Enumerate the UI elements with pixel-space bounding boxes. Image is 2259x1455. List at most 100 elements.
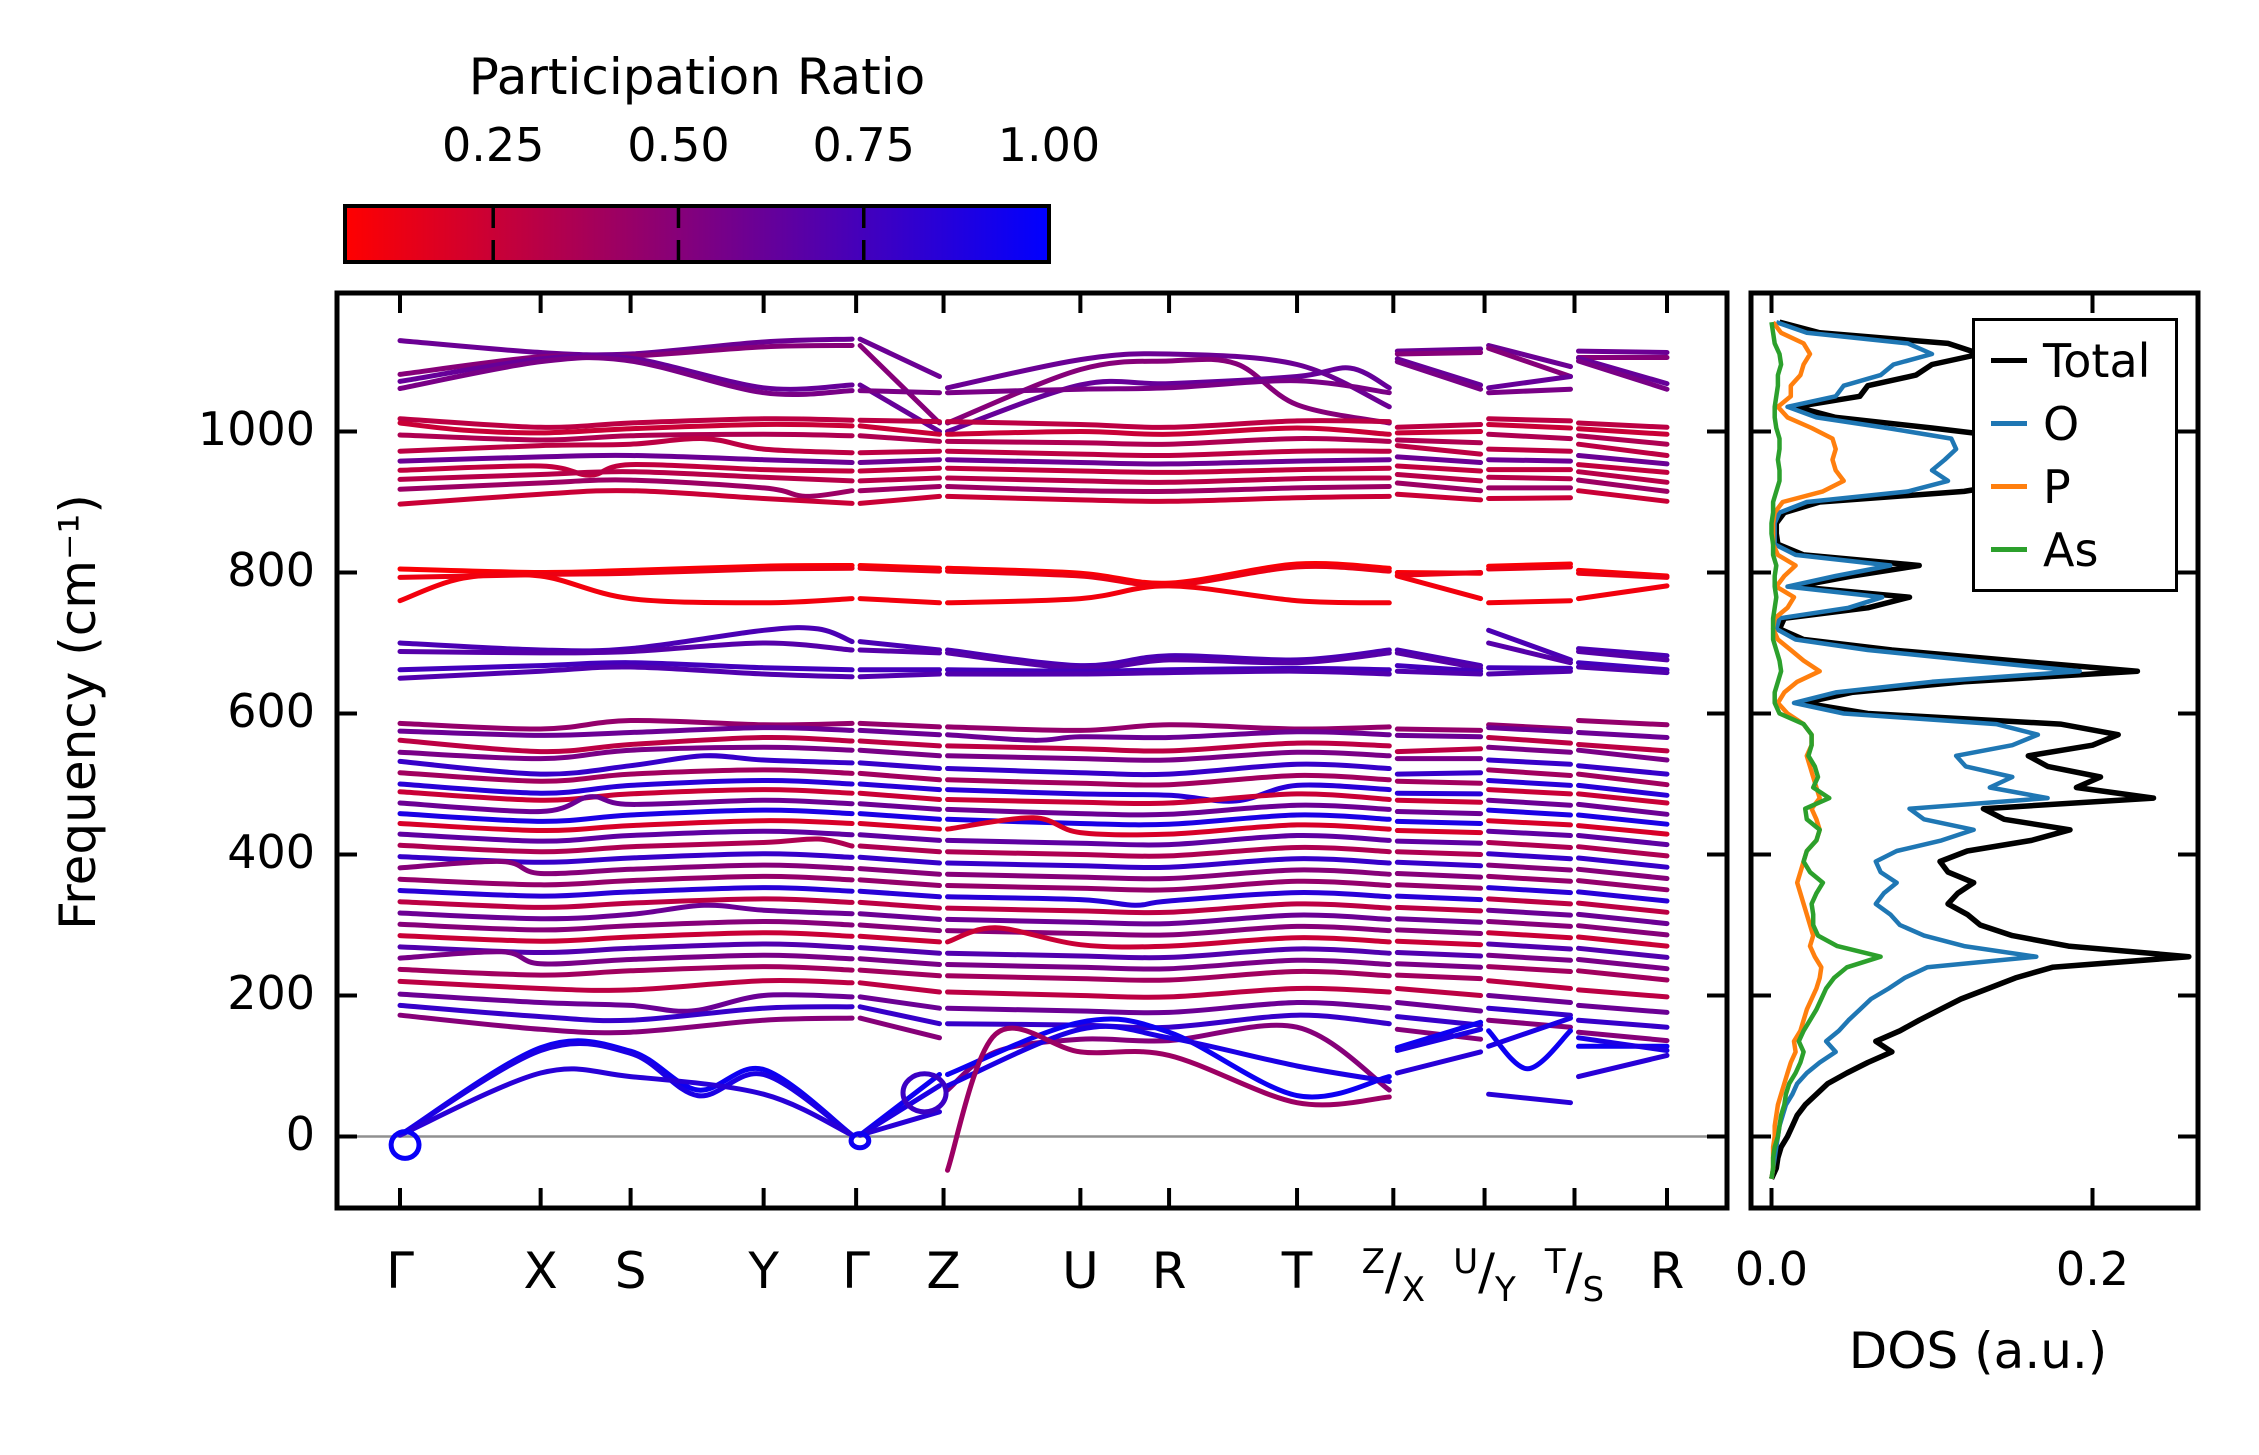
band-line-41-seg-4 bbox=[1486, 941, 1573, 952]
band-line-9-seg-0 bbox=[397, 461, 855, 478]
band-line-25-seg-3 bbox=[1394, 778, 1484, 786]
band-line-21-seg-2 bbox=[945, 729, 1392, 743]
band-line-1-seg-3 bbox=[1394, 350, 1484, 357]
legend-entry-total: Total bbox=[1991, 334, 2175, 388]
band-line-21-seg-4 bbox=[1486, 725, 1573, 735]
band-line-10-seg-0 bbox=[397, 469, 855, 484]
band-line-38-seg-2 bbox=[945, 912, 1392, 927]
band-line-26-seg-1 bbox=[857, 781, 942, 793]
band-line-2-seg-2 bbox=[945, 365, 1392, 434]
band-line-9-seg-3 bbox=[1394, 463, 1484, 474]
band-line-36-seg-4 bbox=[1486, 885, 1573, 896]
band-line-11-seg-0 bbox=[397, 477, 855, 499]
band-line-49-seg-3 bbox=[1394, 1026, 1484, 1053]
band-line-19-seg-4 bbox=[1486, 668, 1573, 677]
band-line-49-seg-4 bbox=[1486, 1015, 1573, 1049]
band-line-4-seg-5 bbox=[1576, 420, 1670, 430]
band-line-3-seg-5 bbox=[1576, 358, 1670, 392]
band-line-6-seg-2 bbox=[945, 436, 1392, 447]
y-axis-label: Frequency (cm⁻¹) bbox=[49, 494, 107, 930]
band-line-41-seg-2 bbox=[945, 946, 1392, 961]
band-line-29-seg-5 bbox=[1576, 812, 1670, 827]
band-line-42-seg-2 bbox=[945, 957, 1392, 972]
band-line-5-seg-3 bbox=[1394, 429, 1484, 436]
band-line-47-seg-5 bbox=[1576, 1029, 1670, 1044]
band-line-21-seg-1 bbox=[857, 727, 942, 738]
band-line-47-seg-1 bbox=[857, 1015, 942, 1041]
band-line-15-seg-1 bbox=[857, 596, 942, 606]
colorbar-tick-label-3: 1.00 bbox=[997, 118, 1101, 172]
band-line-16-seg-1 bbox=[857, 639, 942, 653]
band-line-25-seg-2 bbox=[945, 772, 1392, 788]
band-line-12-seg-2 bbox=[945, 493, 1392, 504]
band-line-23-seg-0 bbox=[397, 744, 855, 762]
band-line-32-seg-3 bbox=[1394, 849, 1484, 857]
band-line-27-seg-2 bbox=[945, 791, 1392, 807]
band-line-29-seg-2 bbox=[945, 812, 1392, 828]
band-line-28-seg-0 bbox=[397, 794, 855, 815]
band-line-17-seg-1 bbox=[857, 647, 942, 656]
band-line-8-seg-3 bbox=[1394, 454, 1484, 465]
band-line-15-seg-0 bbox=[397, 571, 855, 606]
band-line-1-seg-4 bbox=[1486, 345, 1573, 379]
band-line-7-seg-5 bbox=[1576, 441, 1670, 458]
band-line-35-seg-5 bbox=[1576, 878, 1670, 893]
band-line-26-seg-5 bbox=[1576, 782, 1670, 798]
band-line-32-seg-2 bbox=[945, 844, 1392, 859]
band-line-35-seg-3 bbox=[1394, 882, 1484, 891]
band-line-23-seg-5 bbox=[1576, 747, 1670, 763]
legend-label-total: Total bbox=[2043, 333, 2151, 388]
band-line-3-seg-1 bbox=[857, 388, 942, 396]
band-line-11-seg-5 bbox=[1576, 477, 1670, 494]
band-line-42-seg-5 bbox=[1576, 957, 1670, 972]
band-line-17-seg-4 bbox=[1486, 640, 1573, 666]
y-tick-label-600: 600 bbox=[227, 683, 315, 738]
band-line-22-seg-1 bbox=[857, 738, 942, 749]
legend-label-p: P bbox=[2043, 459, 2071, 514]
band-line-11-seg-2 bbox=[945, 484, 1392, 495]
band-line-36-seg-1 bbox=[857, 888, 942, 900]
band-line-35-seg-1 bbox=[857, 877, 942, 888]
band-line-19-seg-1 bbox=[857, 671, 942, 680]
band-line-6-seg-3 bbox=[1394, 437, 1484, 446]
band-line-17-seg-5 bbox=[1576, 649, 1670, 663]
band-line-30-seg-3 bbox=[1394, 828, 1484, 836]
band-line-20-seg-2 bbox=[945, 722, 1392, 733]
band-line-45-seg-2 bbox=[945, 999, 1392, 1016]
band-line-34-seg-4 bbox=[1486, 862, 1573, 873]
band-line-39-seg-4 bbox=[1486, 919, 1573, 929]
band-line-38-seg-3 bbox=[1394, 916, 1484, 925]
band-line-37-seg-1 bbox=[857, 899, 942, 911]
band-line-8-seg-0 bbox=[397, 452, 855, 465]
band-line-49-seg-2 bbox=[945, 1023, 1392, 1089]
band-line-40-seg-0 bbox=[397, 930, 855, 944]
band-line-30-seg-2 bbox=[945, 815, 1392, 838]
band-line-33-seg-1 bbox=[857, 854, 942, 866]
band-line-7-seg-2 bbox=[945, 448, 1392, 459]
band-line-16-seg-4 bbox=[1486, 627, 1573, 663]
band-line-34-seg-3 bbox=[1394, 871, 1484, 880]
band-line-15-seg-5 bbox=[1576, 583, 1670, 602]
band-line-8-seg-5 bbox=[1576, 453, 1670, 467]
band-line-17-seg-2 bbox=[945, 650, 1392, 671]
band-line-23-seg-4 bbox=[1486, 744, 1573, 755]
band-line-50-seg-5 bbox=[1576, 1052, 1670, 1080]
band-line-47-seg-0 bbox=[397, 1012, 855, 1036]
band-line-18-seg-0 bbox=[397, 660, 855, 673]
band-line-12-seg-3 bbox=[1394, 491, 1484, 503]
colorbar-gradient bbox=[343, 204, 1051, 264]
band-line-20-seg-4 bbox=[1486, 722, 1573, 732]
band-line-50-seg-0 bbox=[397, 1066, 855, 1138]
band-line-22-seg-4 bbox=[1486, 735, 1573, 746]
band-line-43-seg-5 bbox=[1576, 968, 1670, 983]
band-line-23-seg-2 bbox=[945, 749, 1392, 763]
band-line-48-seg-3 bbox=[1394, 1019, 1484, 1051]
band-line-44-seg-0 bbox=[397, 977, 855, 993]
band-line-5-seg-4 bbox=[1486, 422, 1573, 431]
band-line-6-seg-5 bbox=[1576, 433, 1670, 447]
band-line-5-seg-5 bbox=[1576, 426, 1670, 437]
band-line-3-seg-2 bbox=[945, 378, 1392, 396]
band-line-8-seg-4 bbox=[1486, 457, 1573, 464]
band-line-50-seg-1 bbox=[857, 1109, 942, 1138]
band-line-2-seg-3 bbox=[1394, 356, 1484, 388]
